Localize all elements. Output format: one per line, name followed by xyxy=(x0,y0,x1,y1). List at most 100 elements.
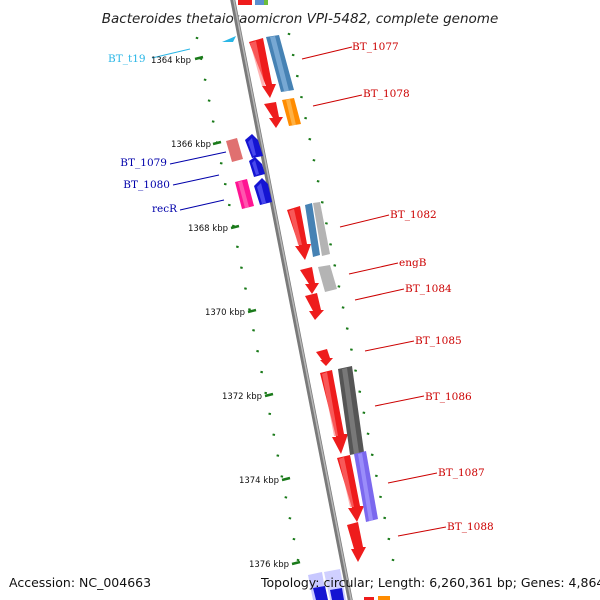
scale-tick xyxy=(212,140,222,146)
gene-label-bt-1087[interactable]: BT_1087 xyxy=(438,467,485,479)
engb-leader xyxy=(348,262,399,275)
gene-label-bt-1088[interactable]: BT_1088 xyxy=(447,521,494,533)
gene-label-bt-1077[interactable]: BT_1077 xyxy=(352,41,399,53)
inner-ring-tick xyxy=(207,99,211,102)
bt-t19-leader xyxy=(151,48,191,59)
inner-ring-tick xyxy=(219,162,223,165)
scale-label: 1366 kbp xyxy=(171,140,211,150)
inner-ring-tick xyxy=(264,391,268,395)
bt-1084-leader xyxy=(354,288,405,301)
outer-ring-tick xyxy=(362,411,366,414)
outer-ring-tick xyxy=(295,74,299,78)
recr-leader xyxy=(179,199,225,211)
gene-bt-1084 xyxy=(305,293,324,320)
scale-tick xyxy=(264,392,274,398)
inner-ring-tick xyxy=(211,120,215,123)
bt-1079-leader xyxy=(169,151,227,165)
outer-ring-tick xyxy=(341,306,345,309)
scale-tick xyxy=(230,224,240,230)
outer-ring-tick xyxy=(374,474,378,478)
gene-label-bt-1086[interactable]: BT_1086 xyxy=(425,391,472,403)
gene-label-bt-1084[interactable]: BT_1084 xyxy=(405,283,452,295)
feature-partial-bottom xyxy=(308,569,390,600)
feature-partial-top-red xyxy=(238,0,252,5)
outer-ring-tick xyxy=(300,95,303,99)
backbone-highlight xyxy=(233,0,352,600)
gene-bt-1085 xyxy=(316,349,333,366)
inner-ring-tick xyxy=(235,245,239,249)
gene-labels: BT_t19 BT_1077 BT_1078 BT_1079 BT_1080 recR BT… xyxy=(108,41,494,533)
gene-bt-1088 xyxy=(347,522,366,562)
gene-recr xyxy=(235,178,272,209)
gene-bt-1080 xyxy=(249,157,265,177)
gene-bt-1078 xyxy=(264,98,301,128)
outer-ring-tick xyxy=(316,180,320,183)
gene-label-bt-1079[interactable]: BT_1079 xyxy=(120,157,167,169)
gene-label-engb[interactable]: engB xyxy=(399,257,427,269)
outer-ring-tick xyxy=(291,53,295,57)
scale-label: 1364 kbp xyxy=(151,56,191,66)
scale-labels: 1364 kbp 1366 kbp 1368 kbp 1370 kbp 1372 kbp… xyxy=(151,55,301,570)
bt-1082-leader xyxy=(339,214,390,228)
outer-ring-tick xyxy=(387,537,391,541)
inner-ring-tick xyxy=(276,454,280,457)
scale-label: 1376 kbp xyxy=(249,560,289,570)
gene-label-recr[interactable]: recR xyxy=(152,203,178,215)
inner-ring-tick xyxy=(284,496,288,499)
outer-ring-tick xyxy=(287,32,291,36)
feature-partial-top-blue xyxy=(255,0,264,5)
outer-ring-tick xyxy=(337,285,341,288)
inner-ring-tick xyxy=(223,182,227,186)
outer-ring-tick xyxy=(308,137,312,141)
scale-label: 1372 kbp xyxy=(222,392,262,402)
outer-ring-tick xyxy=(312,158,316,162)
gene-bt-1077 xyxy=(249,35,294,98)
inner-ring-tick xyxy=(268,412,272,416)
inner-ring-tick xyxy=(252,329,256,332)
gene-label-bt-1082[interactable]: BT_1082 xyxy=(390,209,437,221)
outer-ring-tick xyxy=(329,243,333,246)
inner-ring-tick xyxy=(256,349,260,353)
scale-label: 1368 kbp xyxy=(188,224,228,234)
gene-label-bt-1078[interactable]: BT_1078 xyxy=(363,88,410,100)
scale-label: 1374 kbp xyxy=(239,476,279,486)
outer-ring-tick xyxy=(345,327,349,330)
gene-label-bt-1080[interactable]: BT_1080 xyxy=(123,179,170,191)
scale-tick xyxy=(291,560,301,566)
outer-ring-tick xyxy=(370,453,374,457)
gene-label-bt-1085[interactable]: BT_1085 xyxy=(415,335,462,347)
gene-bt-1086 xyxy=(320,366,364,455)
map-title: Bacteroides thetaiotaomicron VPI-5482, c… xyxy=(102,11,499,27)
gene-bt-1082 xyxy=(287,202,330,260)
genome-summary: Topology: circular; Length: 6,260,361 bp… xyxy=(260,575,600,590)
inner-ring-tick xyxy=(244,287,247,290)
scale-tick xyxy=(247,308,257,314)
feature-partial-top-green xyxy=(264,0,268,5)
outer-ring-tick xyxy=(354,369,358,372)
gene-bt-1079 xyxy=(226,134,263,162)
outer-ring-tick xyxy=(333,264,337,267)
bt-1088-leader xyxy=(397,526,447,537)
scale-tick xyxy=(194,55,204,61)
outer-ring-tick xyxy=(379,495,382,499)
inner-ring-tick xyxy=(260,370,264,374)
outer-ring-tick xyxy=(383,516,387,520)
scale-label: 1370 kbp xyxy=(205,308,245,318)
inner-ring-tick xyxy=(288,516,292,520)
outer-ring-tick xyxy=(324,222,328,225)
gene-engb xyxy=(300,265,337,294)
bt-1086-leader xyxy=(374,395,425,407)
inner-ring-tick xyxy=(296,558,300,562)
inner-ring-tick xyxy=(248,308,251,311)
outer-ring-tick xyxy=(304,116,308,120)
gene-label-bt-t19[interactable]: BT_t19 xyxy=(108,53,146,65)
inner-ring-tick xyxy=(227,203,231,207)
outer-ring-tick xyxy=(320,201,324,204)
bt-1080-leader xyxy=(172,174,220,186)
bt-1087-leader xyxy=(387,472,438,484)
inner-ring-tick xyxy=(280,475,284,478)
inner-ring-tick xyxy=(203,78,207,82)
trna-bt-t19-arrow xyxy=(222,36,236,42)
genome-backbone xyxy=(230,0,353,600)
